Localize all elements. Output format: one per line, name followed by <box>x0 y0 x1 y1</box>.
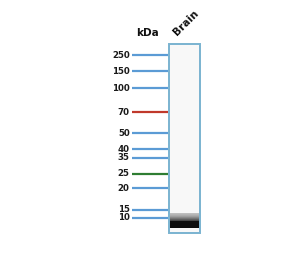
Text: 15: 15 <box>118 205 130 214</box>
Bar <box>170 226 199 227</box>
Text: 25: 25 <box>118 169 130 178</box>
Text: 150: 150 <box>112 67 130 76</box>
Bar <box>170 222 199 223</box>
Text: Brain: Brain <box>172 9 201 38</box>
Bar <box>170 227 199 228</box>
Text: 20: 20 <box>118 183 130 192</box>
Text: 10: 10 <box>118 213 130 222</box>
Bar <box>169 44 200 233</box>
Bar <box>170 217 199 218</box>
Bar <box>170 221 199 228</box>
Bar <box>170 213 199 214</box>
Text: kDa: kDa <box>136 28 159 38</box>
Bar <box>170 221 199 222</box>
Bar <box>170 214 199 215</box>
Text: 70: 70 <box>118 108 130 117</box>
Bar <box>170 226 199 227</box>
Bar <box>170 225 199 226</box>
Bar <box>170 215 199 216</box>
Bar <box>170 214 199 215</box>
Text: 40: 40 <box>118 145 130 154</box>
Bar <box>170 214 199 215</box>
Bar <box>170 222 199 223</box>
Text: 35: 35 <box>118 153 130 162</box>
Bar <box>170 218 199 219</box>
Bar <box>170 220 199 221</box>
Bar <box>170 216 199 217</box>
Bar <box>170 225 199 226</box>
Text: 100: 100 <box>112 84 130 93</box>
Text: 250: 250 <box>112 51 130 60</box>
Bar <box>170 223 199 224</box>
Bar <box>170 224 199 225</box>
Bar <box>170 219 199 220</box>
Text: 50: 50 <box>118 129 130 138</box>
Bar <box>170 221 199 222</box>
Bar <box>170 218 199 219</box>
